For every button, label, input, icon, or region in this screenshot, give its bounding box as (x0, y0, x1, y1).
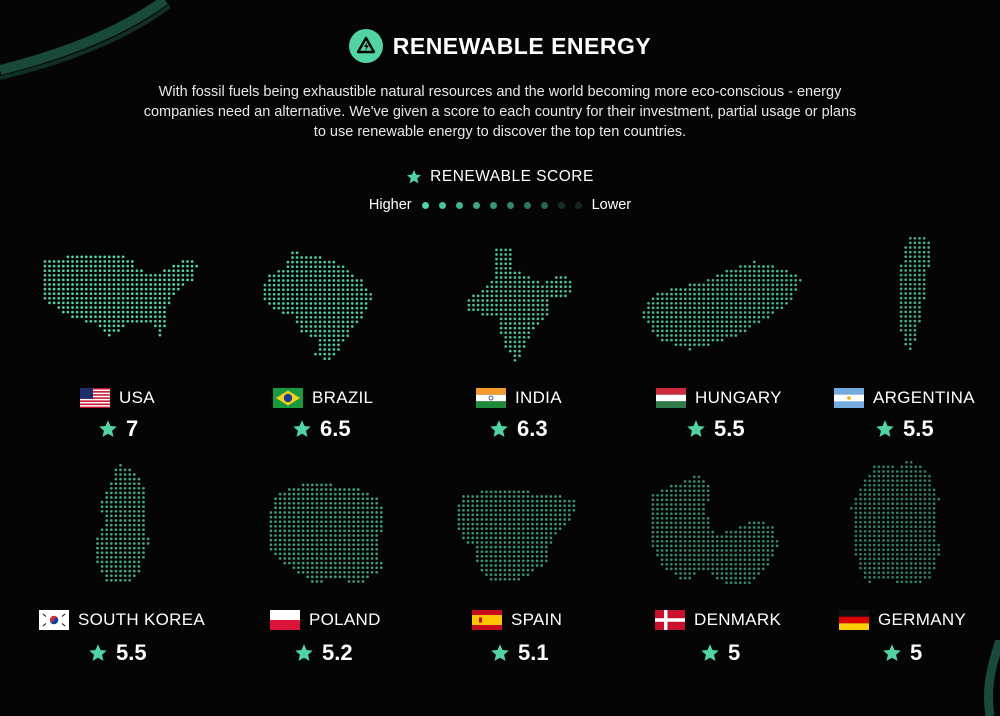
country-name: BRAZIL (312, 388, 374, 407)
country-score-row: 5.2 (294, 640, 353, 666)
country-score: 5 (910, 640, 923, 665)
hungary-map-icon (642, 260, 802, 351)
star-icon (295, 644, 313, 661)
star-icon (293, 420, 311, 437)
country-score: 5 (728, 640, 741, 665)
country-score-row: 5 (882, 640, 922, 666)
country-name: GERMANY (878, 610, 967, 629)
star-icon (687, 420, 705, 437)
india-flag-icon (476, 388, 506, 408)
star-icon (883, 644, 901, 661)
country-score: 6.5 (320, 416, 351, 441)
legend-scale-dot (421, 201, 429, 209)
star-icon (491, 644, 509, 661)
legend-scale: Higher Lower (0, 197, 1000, 213)
intro-line: With fossil fuels being exhaustible natu… (158, 84, 842, 100)
star-icon (490, 420, 508, 437)
south-korea-flag-icon (39, 610, 69, 630)
country-name-row: SOUTH KOREA (39, 610, 205, 630)
page-title: RENEWABLE ENERGY (392, 32, 652, 59)
country-score-row: 5.5 (686, 416, 745, 442)
india-map-icon (467, 248, 572, 362)
country-name-row: GERMANY (839, 610, 966, 630)
country-score: 5.1 (518, 640, 549, 665)
country-score: 7 (126, 416, 139, 441)
spain-flag-icon (472, 610, 502, 630)
star-icon (701, 644, 719, 661)
country-name-row: SPAIN (472, 610, 562, 630)
denmark-map-icon (651, 475, 779, 585)
brazil-flag-icon (273, 388, 303, 408)
country-name-row: ARGENTINA (834, 388, 975, 408)
country-score-row: 6.3 (489, 416, 548, 442)
country-name-row: BRAZIL (273, 388, 373, 408)
legend-higher-label: Higher (368, 197, 412, 213)
legend-scale-dot (540, 201, 548, 209)
intro-line: companies need an alternative. We've giv… (143, 104, 857, 120)
legend-scale-dot (506, 201, 514, 209)
legend-lower-label: Lower (591, 197, 632, 213)
usa-flag-icon (80, 388, 110, 408)
germany-flag-icon (839, 610, 869, 630)
usa-map-icon (43, 255, 199, 337)
country-score-row: 5 (700, 640, 740, 666)
legend-title: RENEWABLE SCORE (430, 168, 594, 185)
hungary-flag-icon (656, 388, 686, 408)
star-icon (89, 644, 107, 661)
country-score: 6.3 (517, 416, 548, 441)
country-name: SPAIN (511, 610, 563, 629)
poland-flag-icon (270, 610, 300, 630)
decorative-swoosh-bottom-right (983, 640, 1000, 716)
country-name: SOUTH KOREA (78, 610, 206, 629)
country-score-row: 5.5 (88, 640, 147, 666)
argentina-map-icon (899, 236, 931, 351)
country-score-row: 7 (98, 416, 138, 442)
poland-map-icon (269, 483, 383, 583)
legend-scale-dot (523, 201, 531, 209)
country-name-row: HUNGARY (656, 388, 782, 408)
country-score-row: 6.5 (292, 416, 351, 442)
country-score-row: 5.5 (875, 416, 934, 442)
header: RENEWABLE ENERGY (0, 26, 1000, 66)
legend-scale-dot (438, 201, 446, 209)
legend-title-row: RENEWABLE SCORE (0, 168, 1000, 186)
country-name: ARGENTINA (873, 388, 975, 407)
country-name-row: USA (80, 388, 155, 408)
legend-scale-dot (574, 201, 582, 209)
brazil-map-icon (263, 251, 373, 361)
legend-dots (421, 201, 582, 209)
country-name-row: POLAND (270, 610, 381, 630)
legend-scale-dot (455, 201, 463, 209)
country-name: INDIA (515, 388, 562, 407)
argentina-flag-icon (834, 388, 864, 408)
country-name: POLAND (309, 610, 381, 629)
country-score-row: 5.1 (490, 640, 549, 666)
legend-scale-dot (489, 201, 497, 209)
country-name: HUNGARY (695, 388, 782, 407)
legend-scale-dot (557, 201, 565, 209)
south-korea-map-icon (96, 463, 150, 582)
country-score: 5.5 (714, 416, 745, 441)
legend-scale-dot (472, 201, 480, 209)
spain-map-icon (457, 490, 576, 581)
star-icon (407, 170, 422, 184)
denmark-flag-icon (655, 610, 685, 630)
country-name-row: INDIA (476, 388, 562, 408)
country-score: 5.5 (116, 640, 147, 665)
star-icon (99, 420, 117, 437)
country-name: DENMARK (694, 610, 782, 629)
country-score: 5.2 (322, 640, 353, 665)
intro-line: to use renewable energy to discover the … (313, 124, 687, 140)
star-icon (876, 420, 894, 437)
country-name-row: DENMARK (655, 610, 781, 630)
country-name: USA (119, 388, 155, 407)
intro-text: With fossil fuels being exhaustible natu… (90, 82, 910, 142)
country-score: 5.5 (903, 416, 934, 441)
recycle-energy-icon (348, 29, 383, 63)
germany-map-icon (849, 460, 941, 584)
